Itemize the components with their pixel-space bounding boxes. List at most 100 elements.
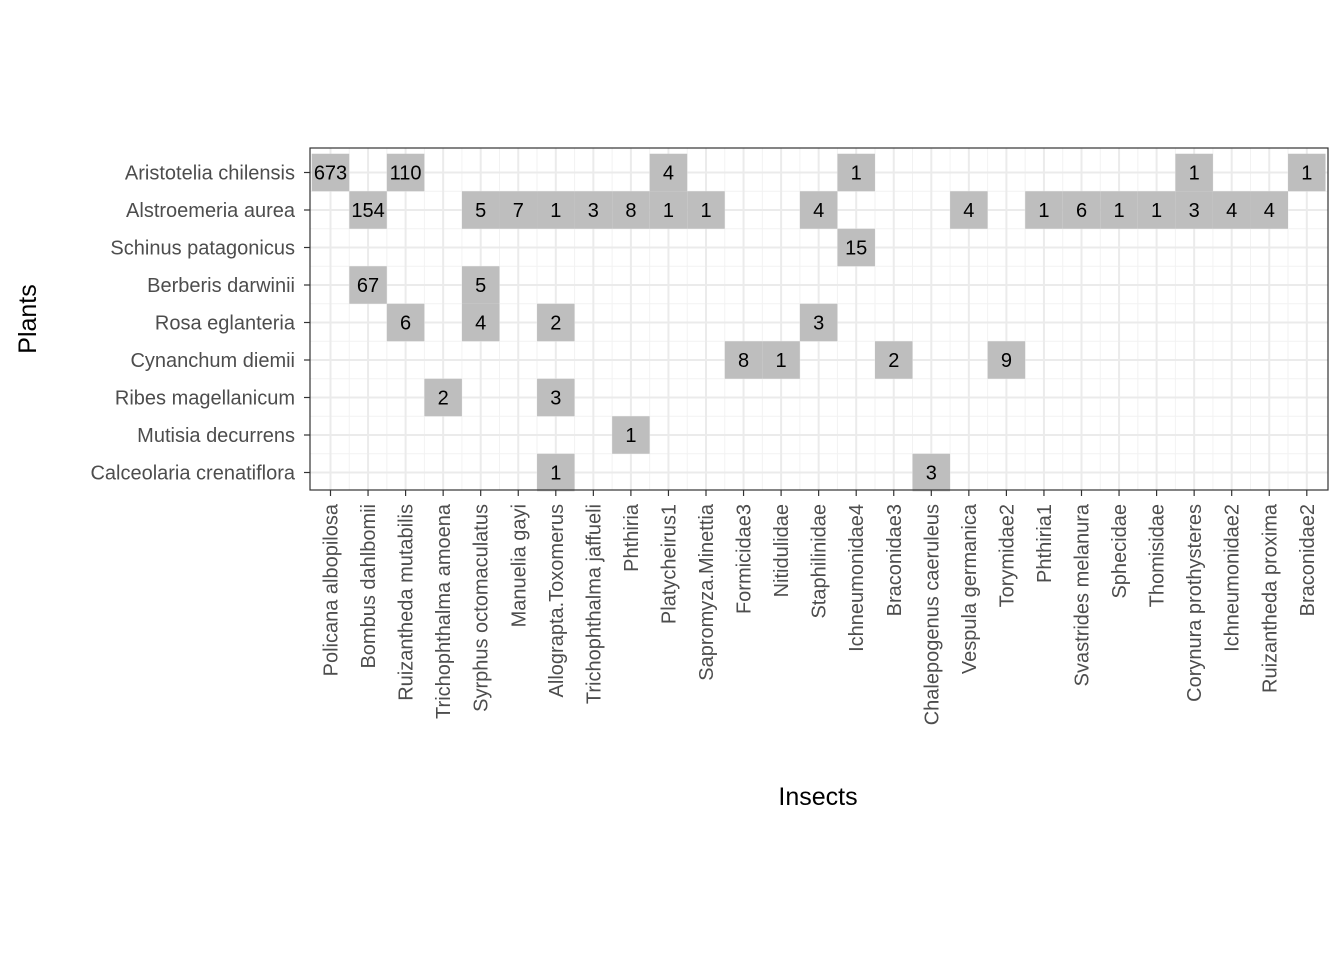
cell-value-label: 2 <box>438 388 449 410</box>
heatmap-cell <box>950 191 988 229</box>
heatmap-cell <box>649 191 688 229</box>
x-tick-label: Ichneumonidae4 <box>846 504 868 652</box>
cell-value-label: 4 <box>963 200 974 222</box>
heatmap-cell <box>612 191 650 229</box>
cell-value-label: 1 <box>1151 200 1162 222</box>
cell-value-label: 1 <box>851 163 862 185</box>
x-axis-title: Insects <box>778 783 857 811</box>
cell-value-label: 3 <box>1189 200 1200 222</box>
heatmap-cell <box>349 191 387 229</box>
heatmap-cell <box>311 153 350 192</box>
x-tick-label: Manuelia gayi <box>508 504 530 627</box>
x-tick-label: Formicidae3 <box>734 504 756 614</box>
cell-value-label: 1 <box>1113 200 1124 222</box>
x-tick-label: Ichneumonidae2 <box>1222 504 1244 652</box>
cell-value-label: 7 <box>513 200 524 222</box>
cell-value-label: 110 <box>390 163 422 185</box>
x-tick-label: Nitidulidae <box>771 504 793 597</box>
x-tick-label: Phthiria <box>621 503 643 572</box>
heatmap-cell <box>612 416 650 454</box>
heatmap-cell <box>349 266 387 304</box>
cell-value-label: 1 <box>1038 200 1049 222</box>
cell-value-label: 2 <box>888 350 899 372</box>
cell-value-label: 3 <box>813 313 824 335</box>
heatmap-cell <box>424 378 462 417</box>
x-tick-label: Chalepogenus caeruleus <box>921 504 943 725</box>
heatmap-cell <box>1137 191 1176 229</box>
heatmap-cell <box>837 228 875 267</box>
heatmap-cell <box>461 266 500 304</box>
cell-value-label: 4 <box>475 313 486 335</box>
x-tick-label: Bombus dahlbomii <box>358 504 380 669</box>
x-tick-label: Torymidae2 <box>996 504 1018 607</box>
heatmap-cell <box>799 191 838 229</box>
x-tick-label: Platycheirus1 <box>658 504 680 624</box>
heatmap-cell <box>1175 191 1213 229</box>
heatmap-cell <box>687 191 725 229</box>
y-axis-title: Plants <box>14 284 42 353</box>
x-tick-label: Allograpta.Toxomerus <box>546 504 568 697</box>
heatmap-cell <box>1062 191 1101 229</box>
x-tick-label: Thomisidae <box>1147 504 1169 607</box>
heatmap-cell <box>1175 153 1213 192</box>
cell-value-label: 5 <box>475 200 486 222</box>
x-tick-label: Ruizantheda mutabilis <box>396 504 418 701</box>
cell-value-label: 3 <box>588 200 599 222</box>
cell-value-label: 1 <box>1189 163 1200 185</box>
x-axis-ticks: Policana albopilosa Bombus dahlbomii Ruiza… <box>321 490 1319 725</box>
x-tick-label: Svastrides melanura <box>1072 503 1094 686</box>
heatmap-cell <box>799 303 838 342</box>
heatmap-cell <box>1288 153 1326 192</box>
cell-value-label: 8 <box>625 200 636 222</box>
heatmap-cell <box>537 303 575 342</box>
x-tick-label: Ruizantheda proxima <box>1259 503 1281 693</box>
heatmap-cell <box>537 378 575 417</box>
cell-value-label: 5 <box>475 275 486 297</box>
heatmap-cell <box>649 153 688 192</box>
y-tick-label: Aristotelia chilensis <box>125 163 295 185</box>
heatmap-cell <box>724 341 763 379</box>
cell-value-label: 6 <box>400 313 411 335</box>
y-tick-label: Cynanchum diemii <box>130 350 295 372</box>
x-tick-label: Trichophthalma jaffueli <box>583 504 605 704</box>
cell-value-label: 1 <box>1301 163 1312 185</box>
heatmap-cell <box>1025 191 1063 229</box>
cell-value-label: 3 <box>926 463 937 485</box>
x-tick-label: Braconidae2 <box>1297 504 1319 616</box>
x-tick-label: Syrphus octomaculatus <box>471 504 493 712</box>
x-tick-label: Policana albopilosa <box>321 503 343 676</box>
x-tick-label: Braconidae3 <box>884 504 906 616</box>
x-tick-label: Sapromyza.Minettia <box>696 503 718 681</box>
y-tick-label: Alstroemeria aurea <box>126 200 296 222</box>
cell-value-label: 4 <box>813 200 824 222</box>
heatmap-cell <box>1212 191 1251 229</box>
y-tick-label: Mutisia decurrens <box>137 425 295 447</box>
cell-value-label: 673 <box>314 163 347 185</box>
heatmap-cell <box>912 453 951 492</box>
cell-value-label: 4 <box>1226 200 1237 222</box>
y-tick-label: Schinus patagonicus <box>110 238 295 260</box>
cell-value-label: 1 <box>550 200 561 222</box>
x-tick-label: Staphilinidae <box>809 504 831 619</box>
x-tick-label: Trichophthalma amoena <box>433 503 455 719</box>
cell-value-label: 1 <box>663 200 674 222</box>
heatmap-cell <box>537 453 575 492</box>
heatmap-cell <box>837 153 875 192</box>
heatmap-cell <box>386 303 425 342</box>
heatmap-cell <box>574 191 613 229</box>
heatmap-cell <box>461 303 500 342</box>
y-axis-ticks: Aristotelia chilensis Alstroemeria aurea S… <box>90 163 310 485</box>
y-tick-label: Ribes magellanicum <box>115 388 295 410</box>
heatmap-cell <box>386 153 425 192</box>
cell-value-label: 1 <box>550 463 561 485</box>
y-tick-label: Berberis darwinii <box>147 275 295 297</box>
heatmap-cell <box>537 191 575 229</box>
cell-value-label: 4 <box>1264 200 1275 222</box>
heatmap-cell <box>987 341 1026 379</box>
y-tick-label: Calceolaria crenatiflora <box>90 463 295 485</box>
cell-value-label: 9 <box>1001 350 1012 372</box>
heatmap-cell <box>461 191 500 229</box>
heatmap-cell <box>499 191 537 229</box>
